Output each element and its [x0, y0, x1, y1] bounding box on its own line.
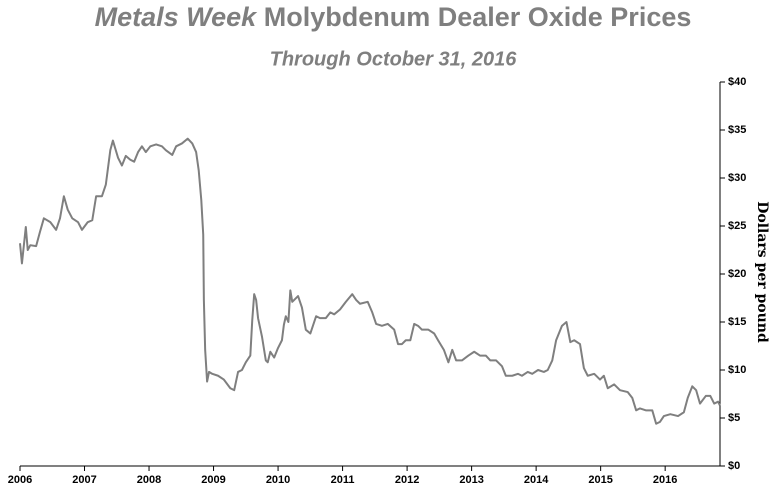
title-text: Molybdenum Dealer Oxide Prices [264, 2, 692, 32]
x-tick-label: 2010 [266, 474, 290, 486]
y-tick-label: $35 [728, 124, 746, 136]
price-line [19, 137, 721, 425]
y-tick-label: $40 [728, 76, 746, 88]
y-tick-label: $10 [728, 364, 746, 376]
x-tick-label: 2014 [524, 474, 549, 486]
chart-subtitle: Through October 31, 2016 [270, 48, 518, 70]
y-axis-label: Dollars per pound [754, 201, 770, 343]
y-tick-label: $0 [728, 460, 740, 472]
x-tick-label: 2007 [72, 474, 96, 486]
y-tick-label: $20 [728, 268, 746, 280]
x-tick-label: 2009 [201, 474, 225, 486]
chart-title: Metals Week Molybdenum Dealer Oxide Pric… [95, 2, 692, 32]
y-tick-label: $25 [728, 220, 746, 232]
x-tick-label: 2008 [137, 474, 161, 486]
y-tick-label: $5 [728, 412, 740, 424]
title-publication: Metals Week [95, 2, 259, 32]
x-tick-label: 2006 [8, 474, 32, 486]
x-tick-label: 2011 [331, 474, 355, 486]
x-tick-label: 2015 [588, 474, 612, 486]
x-tick-label: 2012 [395, 474, 419, 486]
x-tick-label: 2013 [459, 474, 483, 486]
x-tick-label: 2016 [653, 474, 677, 486]
y-tick-label: $15 [728, 316, 746, 328]
y-tick-label: $30 [728, 172, 746, 184]
